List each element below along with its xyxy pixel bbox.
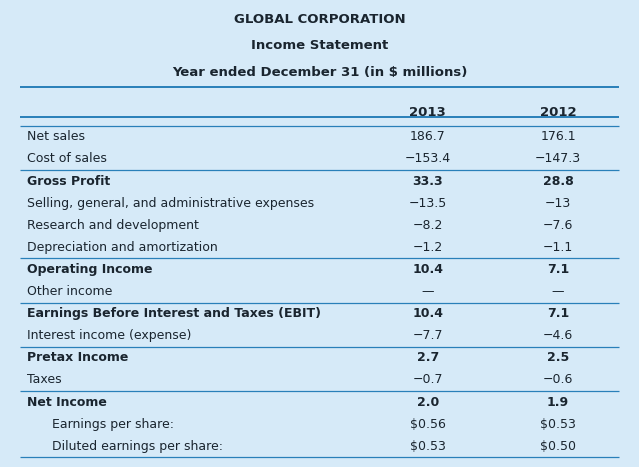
Text: −1.1: −1.1	[543, 241, 573, 254]
Text: Net Income: Net Income	[27, 396, 107, 409]
Text: —: —	[552, 285, 564, 298]
Text: −0.6: −0.6	[543, 374, 573, 386]
Text: 33.3: 33.3	[412, 175, 443, 188]
Text: −8.2: −8.2	[412, 219, 443, 232]
Text: Earnings per share:: Earnings per share:	[52, 417, 174, 431]
Text: −13.5: −13.5	[408, 197, 447, 210]
Text: —: —	[421, 285, 434, 298]
Text: −4.6: −4.6	[543, 329, 573, 342]
Text: 186.7: 186.7	[410, 130, 445, 143]
Text: Earnings Before Interest and Taxes (EBIT): Earnings Before Interest and Taxes (EBIT…	[27, 307, 321, 320]
Text: 2012: 2012	[540, 106, 576, 119]
Text: $0.56: $0.56	[410, 417, 445, 431]
Text: Diluted earnings per share:: Diluted earnings per share:	[52, 440, 223, 453]
Text: 7.1: 7.1	[547, 263, 569, 276]
Text: Net sales: Net sales	[27, 130, 85, 143]
Text: $0.53: $0.53	[540, 417, 576, 431]
Text: Other income: Other income	[27, 285, 112, 298]
Text: Income Statement: Income Statement	[251, 39, 388, 52]
Text: 10.4: 10.4	[412, 307, 443, 320]
Text: 1.9: 1.9	[547, 396, 569, 409]
Text: 7.1: 7.1	[547, 307, 569, 320]
Text: $0.53: $0.53	[410, 440, 445, 453]
Text: Interest income (expense): Interest income (expense)	[27, 329, 191, 342]
Text: $0.50: $0.50	[540, 440, 576, 453]
Text: 2.7: 2.7	[417, 351, 439, 364]
Text: 176.1: 176.1	[540, 130, 576, 143]
Text: −1.2: −1.2	[413, 241, 443, 254]
Text: Selling, general, and administrative expenses: Selling, general, and administrative exp…	[27, 197, 314, 210]
Text: Research and development: Research and development	[27, 219, 199, 232]
Text: 2013: 2013	[410, 106, 446, 119]
Text: 2.0: 2.0	[417, 396, 439, 409]
Text: Depreciation and amortization: Depreciation and amortization	[27, 241, 218, 254]
Text: 10.4: 10.4	[412, 263, 443, 276]
Text: Operating Income: Operating Income	[27, 263, 152, 276]
Text: GLOBAL CORPORATION: GLOBAL CORPORATION	[234, 13, 405, 26]
Text: Gross Profit: Gross Profit	[27, 175, 110, 188]
Text: −153.4: −153.4	[404, 152, 450, 165]
Text: Year ended December 31 (in $ millions): Year ended December 31 (in $ millions)	[172, 66, 467, 79]
Text: Pretax Income: Pretax Income	[27, 351, 128, 364]
Text: −13: −13	[545, 197, 571, 210]
Text: 28.8: 28.8	[543, 175, 573, 188]
Text: Cost of sales: Cost of sales	[27, 152, 107, 165]
Text: −147.3: −147.3	[535, 152, 581, 165]
Text: −7.7: −7.7	[412, 329, 443, 342]
Text: −7.6: −7.6	[543, 219, 573, 232]
Text: Taxes: Taxes	[27, 374, 61, 386]
Text: 2.5: 2.5	[547, 351, 569, 364]
Text: −0.7: −0.7	[412, 374, 443, 386]
